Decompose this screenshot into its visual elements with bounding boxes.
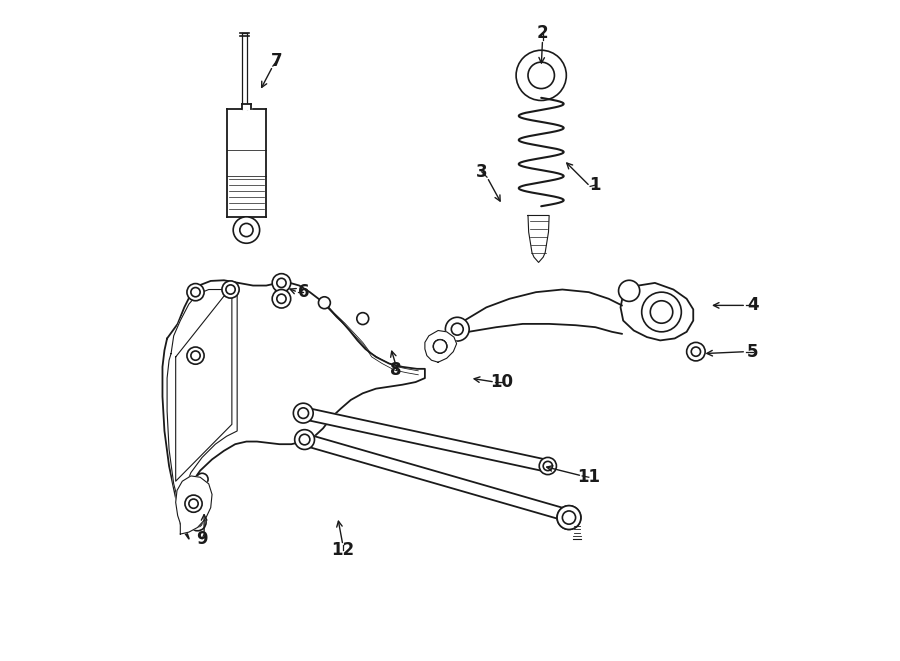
Text: 6: 6 <box>298 283 309 301</box>
Circle shape <box>642 292 681 332</box>
Circle shape <box>191 288 200 297</box>
Circle shape <box>528 62 554 89</box>
Circle shape <box>191 351 200 360</box>
Circle shape <box>226 285 235 294</box>
Circle shape <box>539 457 556 475</box>
Text: 10: 10 <box>491 373 513 391</box>
Circle shape <box>446 317 469 341</box>
Circle shape <box>196 473 208 485</box>
Text: 3: 3 <box>476 163 488 181</box>
Circle shape <box>233 217 259 243</box>
Circle shape <box>189 514 206 531</box>
Text: 1: 1 <box>590 176 601 194</box>
Polygon shape <box>456 290 622 334</box>
Polygon shape <box>176 476 212 534</box>
Circle shape <box>277 294 286 303</box>
Circle shape <box>300 434 310 445</box>
Circle shape <box>557 506 580 529</box>
Circle shape <box>516 50 566 100</box>
Circle shape <box>293 403 313 423</box>
Polygon shape <box>620 283 693 340</box>
Text: 2: 2 <box>536 24 548 42</box>
Circle shape <box>275 286 287 298</box>
Circle shape <box>691 347 700 356</box>
Circle shape <box>319 297 330 309</box>
Circle shape <box>272 290 291 308</box>
Circle shape <box>184 495 202 512</box>
Circle shape <box>434 340 446 353</box>
Circle shape <box>618 280 640 301</box>
Circle shape <box>239 223 253 237</box>
Polygon shape <box>425 330 456 362</box>
Polygon shape <box>167 290 238 517</box>
Text: 5: 5 <box>747 342 759 361</box>
Circle shape <box>687 342 705 361</box>
Circle shape <box>193 518 202 527</box>
Text: 7: 7 <box>271 52 283 70</box>
Circle shape <box>272 274 291 292</box>
Text: 4: 4 <box>747 296 759 315</box>
Polygon shape <box>176 296 232 481</box>
Text: 9: 9 <box>196 529 208 548</box>
Circle shape <box>277 278 286 288</box>
Circle shape <box>434 340 446 353</box>
Polygon shape <box>302 407 549 472</box>
Polygon shape <box>242 104 251 109</box>
Circle shape <box>651 301 673 323</box>
Circle shape <box>451 323 464 335</box>
Text: 12: 12 <box>331 541 355 559</box>
Circle shape <box>434 340 446 353</box>
Polygon shape <box>227 109 266 217</box>
Circle shape <box>544 461 553 471</box>
Circle shape <box>356 313 369 325</box>
Text: 8: 8 <box>390 361 401 379</box>
Circle shape <box>294 430 314 449</box>
Circle shape <box>222 281 239 298</box>
Circle shape <box>562 511 576 524</box>
Polygon shape <box>163 280 425 539</box>
Circle shape <box>187 347 204 364</box>
Circle shape <box>189 499 198 508</box>
Circle shape <box>187 284 204 301</box>
Polygon shape <box>303 434 565 520</box>
Text: 11: 11 <box>577 468 600 486</box>
Circle shape <box>298 408 309 418</box>
Polygon shape <box>528 215 549 262</box>
Circle shape <box>557 506 580 529</box>
